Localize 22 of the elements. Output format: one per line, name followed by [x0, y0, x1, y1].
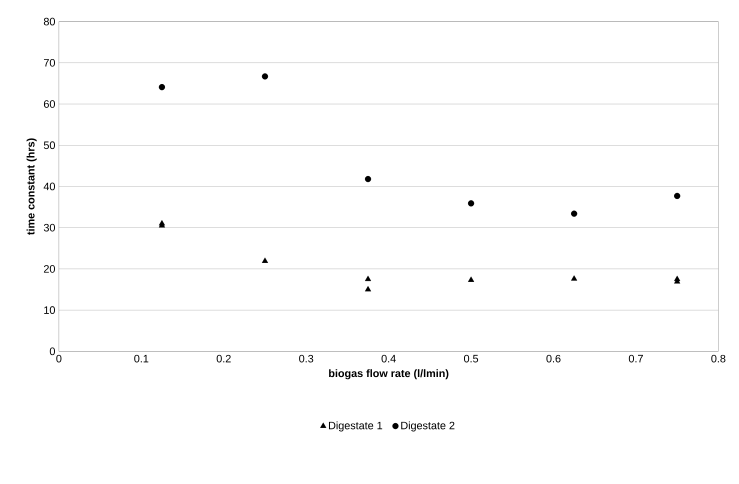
y-tick-label: 30: [44, 224, 55, 232]
y-axis-title: time constant (hrs): [26, 138, 37, 235]
x-tick-label: 0.1: [134, 354, 148, 363]
y-tick-label: 0: [50, 348, 55, 356]
legend-label: Digestate 2: [401, 421, 454, 432]
legend-label: Digestate 1: [328, 421, 382, 432]
x-tick-label: 0.5: [464, 354, 478, 363]
y-tick-label: 40: [44, 182, 55, 190]
x-tick-label: 0.6: [546, 354, 561, 363]
y-tick-label: 60: [44, 100, 55, 108]
y-tick-label: 20: [44, 265, 55, 273]
y-tick-label: 70: [44, 59, 55, 67]
x-tick-label: 0.3: [299, 354, 314, 363]
x-tick-label: 0.2: [216, 354, 231, 363]
x-tick-label: 0.8: [711, 354, 726, 363]
x-tick-label: 0.7: [628, 354, 643, 363]
x-tick-label: 0: [56, 354, 62, 363]
x-axis-title: biogas flow rate (l/lmin): [329, 369, 448, 380]
x-tick-label: 0.4: [382, 354, 396, 363]
y-tick-label: 10: [44, 306, 55, 314]
y-tick-label: 80: [44, 18, 55, 26]
y-tick-label: 50: [44, 142, 55, 150]
